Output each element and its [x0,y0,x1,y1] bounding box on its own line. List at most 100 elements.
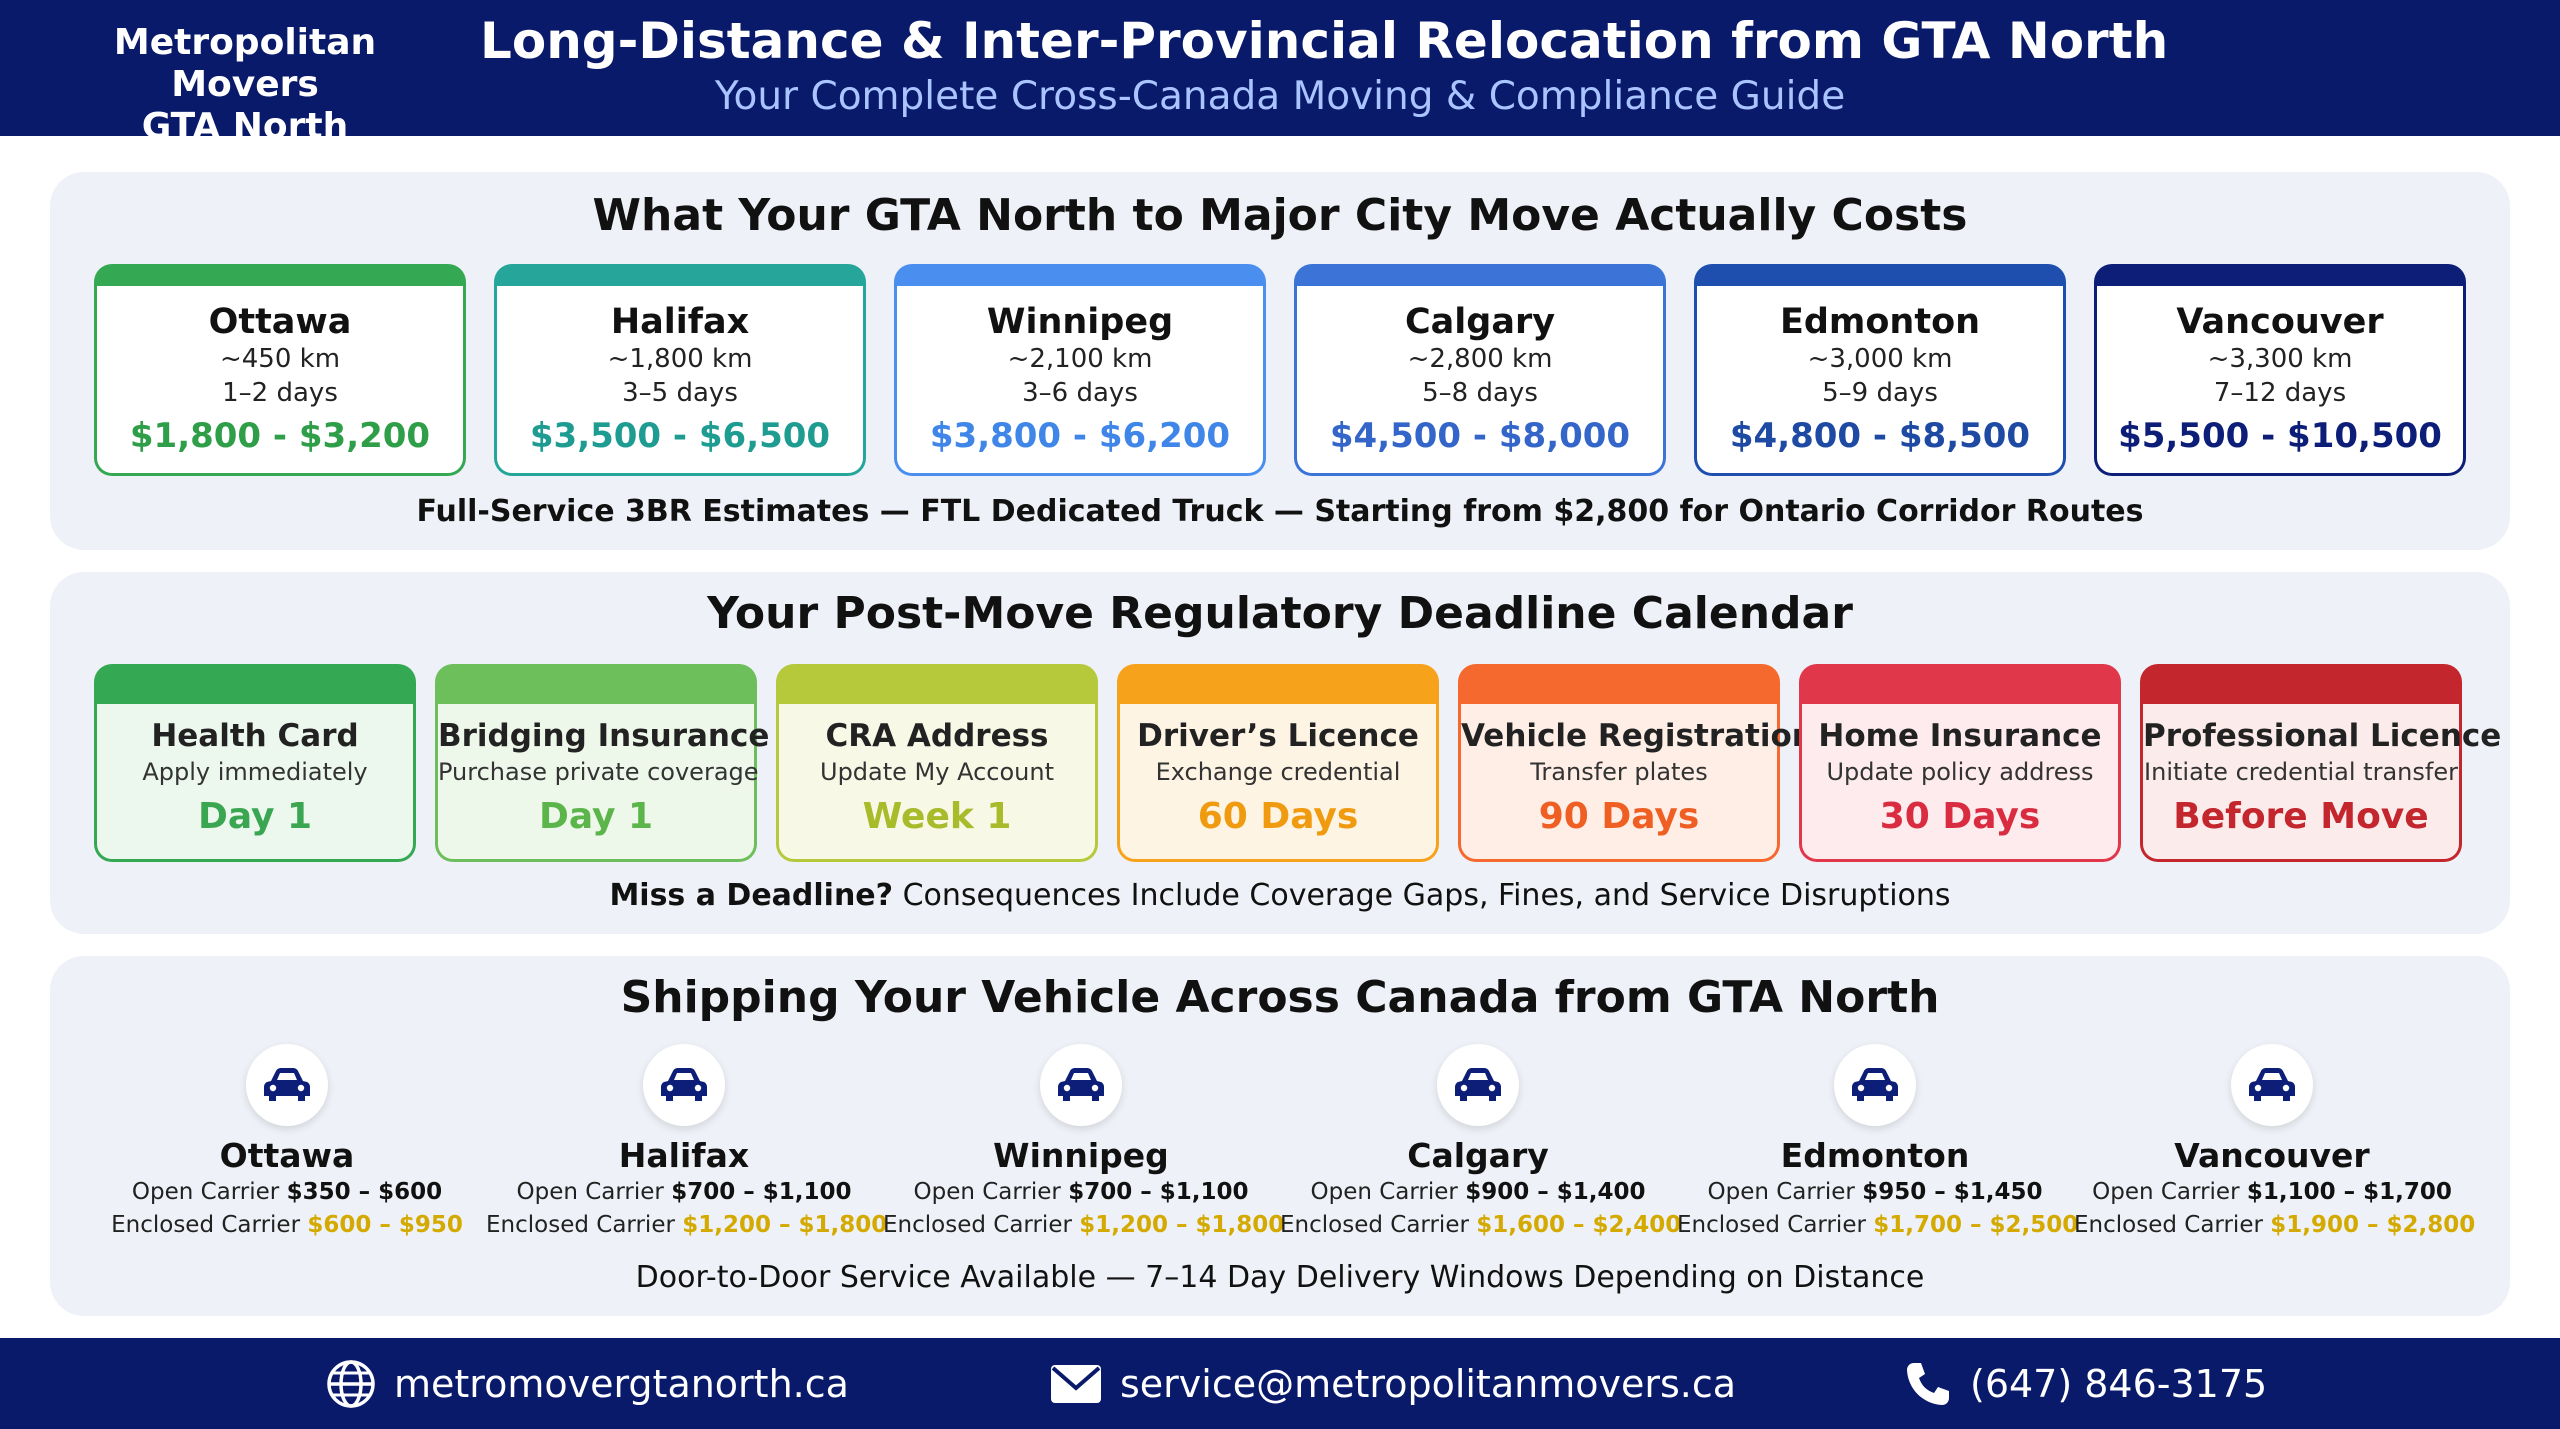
open-carrier-line: Open Carrier $350 – $600 [89,1176,485,1209]
deadline-description: Apply immediately [142,758,368,786]
brand-line-2: GTA North [141,106,349,147]
deadline-timing: 60 Days [1197,796,1359,837]
enclosed-carrier-line: Enclosed Carrier $1,200 – $1,800 [883,1209,1284,1242]
price-range: $4,500 - $8,000 [1329,416,1631,456]
vehicles-section: Shipping Your Vehicle Across Canada from… [50,956,2510,1316]
open-carrier-label: Open Carrier [131,1179,287,1205]
distance: ~450 km [219,344,341,374]
deadline-card-1: Health Card Apply immediately Day 1 [94,664,416,862]
city-name: Edmonton [1779,302,1981,342]
deadlines-note-bold: Miss a Deadline? [609,878,894,913]
deadline-title: Health Card [151,718,359,754]
city-name: Calgary [1404,302,1556,342]
enclosed-carrier-label: Enclosed Carrier [1677,1212,1874,1238]
cost-card-ottawa: Ottawa ~450 km 1–2 days $1,800 - $3,200 [94,264,466,476]
city-name: Winnipeg [986,302,1174,342]
deadlines-note-rest: Consequences Include Coverage Gaps, Fine… [893,878,1951,913]
duration: 7–12 days [2213,378,2347,408]
deadline-timing: Week 1 [862,796,1012,837]
deadline-card-3: CRA Address Update My Account Week 1 [776,664,1098,862]
enclosed-carrier-price: $1,900 – $2,800 [2270,1212,2476,1238]
car-icon [1834,1044,1916,1126]
cost-card-edmonton: Edmonton ~3,000 km 5–9 days $4,800 - $8,500 [1694,264,2066,476]
distance: ~2,100 km [1007,344,1153,374]
vehicle-shipping-winnipeg: Winnipeg Open Carrier $700 – $1,100 Enclos… [883,1044,1284,1242]
enclosed-carrier-line: Enclosed Carrier $1,200 – $1,800 [486,1209,887,1242]
footer-website[interactable]: metromovergtanorth.ca [326,1338,849,1429]
enclosed-carrier-line: Enclosed Carrier $1,900 – $2,800 [2074,1209,2475,1242]
car-icon [1040,1044,1122,1126]
city-name: Vancouver [2176,302,2384,342]
open-carrier-line: Open Carrier $1,100 – $1,700 [2074,1176,2470,1209]
duration: 5–8 days [1422,378,1538,408]
costs-note: Full-Service 3BR Estimates — FTL Dedicat… [416,494,2144,529]
footer-email[interactable]: service@metropolitanmovers.ca [1050,1338,1736,1429]
deadline-title: CRA Address [825,718,1049,754]
cost-card-vancouver: Vancouver ~3,300 km 7–12 days $5,500 - $10,… [2094,264,2466,476]
cost-card-winnipeg: Winnipeg ~2,100 km 3–6 days $3,800 - $6,200 [894,264,1266,476]
deadline-description: Update My Account [820,758,1054,786]
open-carrier-line: Open Carrier $700 – $1,100 [883,1176,1279,1209]
open-carrier-price: $950 – $1,450 [1862,1179,2043,1205]
enclosed-carrier-price: $1,200 – $1,800 [682,1212,888,1238]
deadline-timing: Day 1 [197,796,313,837]
page-subtitle: Your Complete Cross-Canada Moving & Comp… [714,74,1846,119]
page-title: Long-Distance & Inter-Provincial Relocat… [480,12,2169,70]
open-carrier-price: $350 – $600 [286,1179,443,1205]
mail-icon [1051,1364,1101,1403]
duration: 1–2 days [222,378,338,408]
distance: ~3,300 km [2207,344,2353,374]
deadline-card-2: Bridging Insurance Purchase private cover… [435,664,769,862]
enclosed-carrier-price: $1,200 – $1,800 [1079,1212,1285,1238]
distance: ~1,800 km [607,344,753,374]
deadline-description: Exchange credential [1155,758,1401,786]
duration: 3–6 days [1022,378,1138,408]
vehicle-city: Halifax [618,1136,750,1175]
phone-icon [1907,1362,1949,1405]
brand-name: Metropolitan Movers GTA North [40,22,450,148]
open-carrier-line: Open Carrier $900 – $1,400 [1280,1176,1676,1209]
city-name: Ottawa [208,302,352,342]
phone-number[interactable]: (647) 846-3175 [1970,1361,2268,1406]
deadline-timing: Day 1 [538,796,654,837]
cost-card-calgary: Calgary ~2,800 km 5–8 days $4,500 - $8,000 [1294,264,1666,476]
vehicle-shipping-calgary: Calgary Open Carrier $900 – $1,400 Enclose… [1280,1044,1681,1242]
duration: 5–9 days [1822,378,1938,408]
enclosed-carrier-price: $1,600 – $2,400 [1476,1212,1682,1238]
enclosed-carrier-line: Enclosed Carrier $1,700 – $2,500 [1677,1209,2078,1242]
vehicle-shipping-halifax: Halifax Open Carrier $700 – $1,100 Enclose… [486,1044,887,1242]
website-link[interactable]: metromovergtanorth.ca [394,1361,849,1406]
enclosed-carrier-label: Enclosed Carrier [1280,1212,1477,1238]
deadline-card-5: Vehicle Registration Transfer plates 90 Da… [1458,664,1814,862]
enclosed-carrier-price: $1,700 – $2,500 [1873,1212,2079,1238]
open-carrier-price: $700 – $1,100 [671,1179,852,1205]
enclosed-carrier-label: Enclosed Carrier [111,1212,308,1238]
header-banner: Metropolitan Movers GTA North Long-Dista… [0,0,2560,147]
vehicle-shipping-ottawa: Ottawa Open Carrier $350 – $600 Enclosed C… [89,1044,485,1242]
car-icon [643,1044,725,1126]
open-carrier-label: Open Carrier [1707,1179,1863,1205]
footer-phone[interactable]: (647) 846-3175 [1904,1338,2267,1429]
enclosed-carrier-label: Enclosed Carrier [2074,1212,2271,1238]
deadline-card-4: Driver’s Licence Exchange credential 60 Da… [1117,664,1439,862]
deadlines-note: Miss a Deadline? Consequences Include Co… [50,878,2510,913]
cost-card-halifax: Halifax ~1,800 km 3–5 days $3,500 - $6,500 [494,264,866,476]
enclosed-carrier-label: Enclosed Carrier [486,1212,683,1238]
vehicle-city: Ottawa [219,1136,355,1175]
car-icon [246,1044,328,1126]
open-carrier-label: Open Carrier [2092,1179,2247,1205]
brand-line-1: Metropolitan Movers [113,22,377,105]
enclosed-carrier-line: Enclosed Carrier $600 – $950 [89,1209,485,1242]
deadline-timing: 30 Days [1879,796,2041,837]
distance: ~3,000 km [1807,344,1953,374]
deadlines-section: Your Post-Move Regulatory Deadline Calen… [50,572,2510,934]
deadline-title: Professional Licence [2143,718,2502,754]
deadline-description: Initiate credential transfer [2144,758,2458,786]
open-carrier-line: Open Carrier $700 – $1,100 [486,1176,882,1209]
email-link[interactable]: service@metropolitanmovers.ca [1120,1361,1737,1406]
deadline-timing: Before Move [2173,796,2429,837]
deadline-timing: 90 Days [1538,796,1700,837]
price-range: $3,500 - $6,500 [529,416,831,456]
car-icon [2231,1044,2313,1126]
distance: ~2,800 km [1407,344,1553,374]
